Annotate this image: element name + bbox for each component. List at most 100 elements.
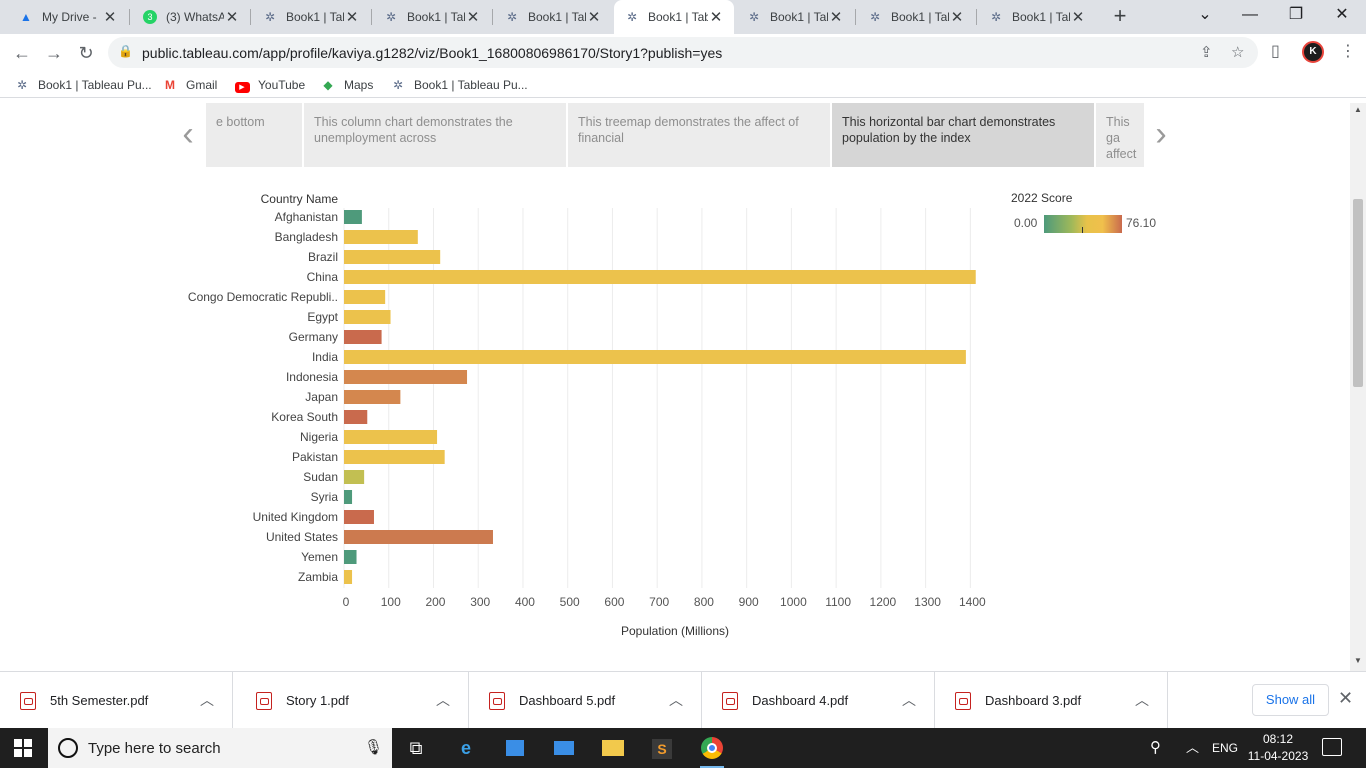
people-icon[interactable]: ⚲ xyxy=(1150,739,1161,756)
tab-book1-active[interactable]: ✲ Book1 | Tab ✕ xyxy=(614,0,734,34)
language-indicator[interactable]: ENG xyxy=(1212,741,1239,755)
close-icon[interactable]: ✕ xyxy=(1071,9,1085,26)
download-item[interactable]: Dashboard 5.pdf ︿ xyxy=(469,672,702,729)
chevron-up-icon[interactable]: ︿ xyxy=(1135,692,1149,708)
windows-start-icon[interactable] xyxy=(14,739,32,757)
bar[interactable] xyxy=(344,510,374,524)
bar[interactable] xyxy=(344,450,445,464)
system-clock[interactable]: 08:12 11-04-2023 xyxy=(1246,731,1310,765)
story-point[interactable]: e bottom xyxy=(206,103,302,167)
tab-book1[interactable]: ✲ Book1 | Tab ✕ xyxy=(373,0,491,34)
bookmark-label: Gmail xyxy=(186,78,218,92)
close-icon[interactable]: ✕ xyxy=(587,9,601,26)
minimize-button[interactable]: — xyxy=(1242,6,1258,23)
scroll-thumb[interactable] xyxy=(1353,199,1363,387)
story-point[interactable]: This ga affect c xyxy=(1096,103,1144,167)
bar[interactable] xyxy=(344,270,976,284)
bar[interactable] xyxy=(344,310,391,324)
taskbar-search-box[interactable]: Type here to search 🎙 xyxy=(48,728,392,768)
reload-button[interactable]: ↻ xyxy=(78,43,94,63)
bar[interactable] xyxy=(344,410,368,424)
bar[interactable] xyxy=(344,330,382,344)
close-icon[interactable]: ✕ xyxy=(709,9,723,26)
bar[interactable] xyxy=(344,390,401,404)
bookmark-item[interactable]: ▶ YouTube xyxy=(234,76,305,94)
download-filename: Story 1.pdf xyxy=(286,693,349,708)
scroll-up-icon[interactable]: ▲ xyxy=(1354,105,1362,114)
story-next-arrow[interactable]: › xyxy=(1155,115,1167,153)
download-item[interactable]: Dashboard 4.pdf ︿ xyxy=(702,672,935,729)
close-icon[interactable]: ✕ xyxy=(103,9,117,26)
maximize-button[interactable]: ❐ xyxy=(1288,6,1304,23)
tab-my-drive[interactable]: ▲ My Drive - ✕ xyxy=(8,0,128,34)
task-view-icon[interactable]: ⧉ xyxy=(409,738,423,758)
window-close-button[interactable]: ✕ xyxy=(1335,6,1349,23)
bookmark-item[interactable]: ✲ Book1 | Tableau Pu... xyxy=(390,76,528,94)
show-all-button[interactable]: Show all xyxy=(1252,684,1329,716)
profile-avatar[interactable]: K xyxy=(1302,41,1324,63)
chevron-up-icon[interactable]: ︿ xyxy=(436,692,450,708)
bar[interactable] xyxy=(344,470,365,484)
chevron-up-icon[interactable]: ︿ xyxy=(669,692,683,708)
forward-button[interactable]: → xyxy=(45,43,63,63)
new-tab-button[interactable]: + xyxy=(1113,3,1127,28)
bar[interactable] xyxy=(344,350,966,364)
story-point-active[interactable]: This horizontal bar chart demonstrates p… xyxy=(832,103,1094,167)
legend-gradient[interactable] xyxy=(1044,215,1122,233)
bookmark-item[interactable]: ✲ Book1 | Tableau Pu... xyxy=(14,76,152,94)
close-icon[interactable]: ✕ xyxy=(345,9,359,26)
store-icon[interactable] xyxy=(501,734,529,762)
bar[interactable] xyxy=(344,210,362,224)
address-bar[interactable]: 🔒 public.tableau.com/app/profile/kaviya.… xyxy=(108,37,1258,68)
scroll-down-icon[interactable]: ▼ xyxy=(1354,656,1362,665)
bar[interactable] xyxy=(344,570,353,584)
tray-chevron-up-icon[interactable]: ︿ xyxy=(1186,740,1200,755)
chrome-icon[interactable] xyxy=(698,734,726,768)
share-icon[interactable]: ⇪ xyxy=(1200,44,1213,61)
bookmark-star-icon[interactable]: ☆ xyxy=(1231,44,1245,61)
file-explorer-icon[interactable] xyxy=(599,734,627,762)
bar[interactable] xyxy=(344,290,386,304)
close-icon[interactable]: ✕ xyxy=(466,9,480,26)
bar[interactable] xyxy=(344,430,438,444)
bookmark-item[interactable]: ◆ Maps xyxy=(320,76,373,94)
story-point[interactable]: This column chart demonstrates the unemp… xyxy=(304,103,566,167)
tab-whatsapp[interactable]: 3 (3) WhatsA ✕ xyxy=(132,0,250,34)
tab-book1[interactable]: ✲ Book1 | Tab ✕ xyxy=(857,0,975,34)
microphone-icon[interactable]: 🎙 xyxy=(364,739,384,756)
bookmark-item[interactable]: M Gmail xyxy=(162,76,217,94)
chevron-up-icon[interactable]: ︿ xyxy=(200,692,214,708)
tab-book1[interactable]: ✲ Book1 | Tab ✕ xyxy=(736,0,854,34)
url-text[interactable]: public.tableau.com/app/profile/kaviya.g1… xyxy=(142,45,723,61)
tab-search-chevron-icon[interactable]: ⌄ xyxy=(1198,6,1212,23)
close-icon[interactable]: ✕ xyxy=(950,9,964,26)
tab-book1[interactable]: ✲ Book1 | Tab ✕ xyxy=(494,0,612,34)
side-panel-icon[interactable]: ▯ xyxy=(1271,43,1280,60)
close-icon[interactable]: ✕ xyxy=(225,9,239,26)
bar[interactable] xyxy=(344,530,493,544)
category-label: Syria xyxy=(311,490,339,504)
mail-icon[interactable] xyxy=(550,734,578,762)
search-placeholder: Type here to search xyxy=(88,740,221,757)
bar[interactable] xyxy=(344,370,468,384)
back-button[interactable]: ← xyxy=(13,43,31,63)
tab-book1[interactable]: ✲ Book1 | Tab ✕ xyxy=(978,0,1096,34)
story-point[interactable]: This treemap demonstrates the affect of … xyxy=(568,103,830,167)
bar[interactable] xyxy=(344,490,353,504)
download-item[interactable]: Dashboard 3.pdf ︿ xyxy=(935,672,1168,729)
close-icon[interactable]: ✕ xyxy=(1338,688,1354,708)
tab-book1[interactable]: ✲ Book1 | Tab ✕ xyxy=(252,0,370,34)
menu-kebab-icon[interactable]: ⋮ xyxy=(1340,43,1356,60)
bar[interactable] xyxy=(344,230,418,244)
page-scrollbar[interactable]: ▲ ▼ xyxy=(1350,103,1366,671)
bar[interactable] xyxy=(344,550,357,564)
sublime-text-icon[interactable]: S xyxy=(648,734,676,762)
story-prev-arrow[interactable]: ‹ xyxy=(182,115,194,153)
edge-icon[interactable]: e xyxy=(460,738,471,758)
close-icon[interactable]: ✕ xyxy=(829,9,843,26)
bar[interactable] xyxy=(344,250,441,264)
chevron-up-icon[interactable]: ︿ xyxy=(902,692,916,708)
notification-icon[interactable] xyxy=(1322,738,1342,756)
download-item[interactable]: Story 1.pdf ︿ xyxy=(236,672,469,729)
download-item[interactable]: 5th Semester.pdf ︿ xyxy=(0,672,233,729)
